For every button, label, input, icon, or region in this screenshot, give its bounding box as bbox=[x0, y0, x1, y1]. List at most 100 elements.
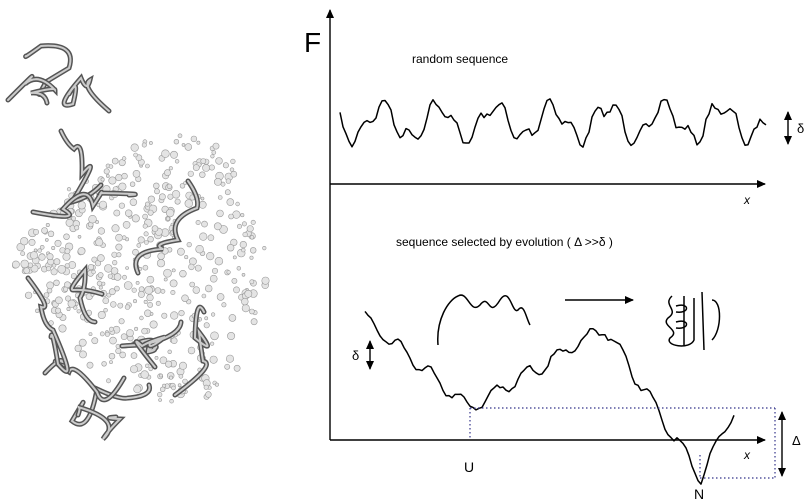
atom bbox=[174, 198, 181, 205]
atom bbox=[91, 256, 98, 263]
atom bbox=[68, 261, 77, 269]
atom bbox=[226, 270, 231, 275]
big-delta-label: Δ bbox=[792, 433, 801, 448]
atom bbox=[146, 275, 155, 284]
atom bbox=[55, 307, 62, 314]
atom bbox=[154, 355, 159, 360]
atom bbox=[95, 238, 104, 247]
atom bbox=[156, 259, 166, 268]
atom bbox=[154, 188, 160, 195]
atom bbox=[165, 360, 173, 368]
atom bbox=[177, 133, 183, 139]
atom bbox=[65, 295, 72, 302]
atom bbox=[261, 276, 270, 285]
atom bbox=[187, 170, 194, 177]
atom bbox=[208, 164, 215, 171]
atom bbox=[131, 287, 137, 293]
atom bbox=[148, 366, 153, 372]
atom bbox=[45, 223, 50, 228]
atom bbox=[249, 255, 254, 260]
atom bbox=[262, 246, 267, 251]
atom bbox=[136, 243, 142, 248]
atom bbox=[184, 199, 194, 208]
atom bbox=[184, 143, 193, 151]
atom bbox=[78, 338, 87, 347]
atom bbox=[201, 293, 207, 299]
atom bbox=[237, 223, 243, 229]
atom bbox=[147, 209, 154, 216]
atom bbox=[30, 264, 39, 273]
atom bbox=[120, 333, 128, 341]
atom bbox=[124, 304, 131, 310]
atom bbox=[187, 346, 196, 355]
atom bbox=[141, 327, 148, 335]
atom bbox=[179, 183, 186, 189]
backbone-highlight bbox=[77, 406, 123, 440]
atom bbox=[241, 272, 246, 277]
atom bbox=[97, 272, 104, 278]
atom bbox=[135, 280, 140, 285]
atom bbox=[233, 364, 241, 372]
atom bbox=[130, 143, 139, 152]
atom bbox=[195, 245, 204, 254]
atom bbox=[143, 299, 148, 304]
atom bbox=[100, 177, 105, 182]
atom bbox=[217, 195, 223, 200]
atom bbox=[23, 267, 31, 274]
atom bbox=[169, 279, 178, 288]
atom bbox=[213, 222, 222, 231]
atom bbox=[228, 314, 237, 322]
atom bbox=[118, 318, 125, 325]
x-label: x bbox=[743, 193, 751, 207]
axis-label-f: F bbox=[304, 27, 321, 58]
atom bbox=[202, 163, 210, 172]
atom bbox=[167, 193, 174, 200]
backbone-highlight bbox=[7, 75, 57, 104]
atom bbox=[190, 135, 198, 143]
atom bbox=[210, 154, 215, 159]
atom bbox=[141, 142, 147, 148]
atom bbox=[34, 308, 40, 313]
atom bbox=[108, 353, 116, 360]
atom bbox=[46, 266, 52, 272]
atom bbox=[250, 219, 256, 225]
atom bbox=[246, 225, 254, 233]
atom bbox=[115, 173, 123, 182]
atom bbox=[134, 326, 139, 331]
atom bbox=[240, 213, 245, 218]
atom bbox=[111, 157, 119, 165]
atom bbox=[121, 172, 128, 180]
atom bbox=[160, 288, 166, 294]
atom bbox=[167, 349, 172, 354]
atom bbox=[74, 344, 82, 353]
atom bbox=[205, 284, 213, 293]
atom bbox=[178, 373, 184, 379]
atom bbox=[118, 202, 125, 209]
random-landscape bbox=[339, 98, 767, 148]
atom bbox=[170, 150, 178, 159]
atom bbox=[20, 259, 29, 269]
atom bbox=[62, 252, 71, 261]
atom bbox=[25, 291, 33, 299]
atom bbox=[235, 201, 240, 207]
atom bbox=[46, 281, 54, 290]
atom bbox=[194, 264, 202, 272]
atom bbox=[129, 181, 136, 187]
atom bbox=[250, 247, 257, 254]
atom bbox=[43, 292, 50, 298]
atom bbox=[74, 225, 80, 231]
guide-lines bbox=[469, 407, 776, 479]
atom bbox=[145, 201, 151, 207]
atom bbox=[144, 240, 149, 245]
atom bbox=[157, 252, 165, 260]
atom bbox=[132, 170, 141, 178]
atom bbox=[55, 296, 63, 305]
atom bbox=[53, 258, 61, 266]
atom bbox=[169, 375, 174, 380]
atom bbox=[211, 312, 216, 317]
atom bbox=[122, 221, 131, 229]
atom bbox=[249, 308, 255, 315]
atom bbox=[204, 316, 209, 321]
delta-label: δ bbox=[352, 348, 359, 363]
